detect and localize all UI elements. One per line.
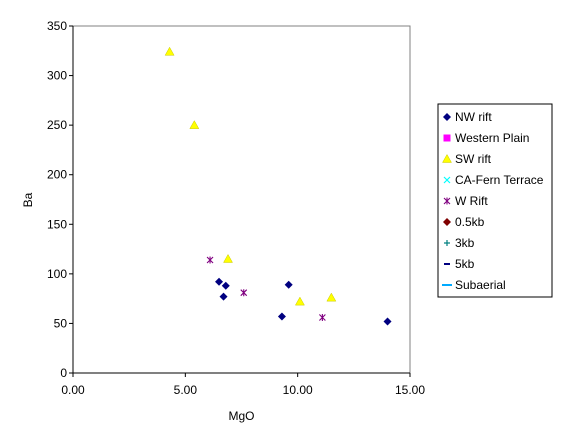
y-tick-label: 200 [47, 168, 67, 182]
legend-label: 3kb [455, 236, 475, 250]
data-points [164, 46, 392, 326]
data-point [318, 313, 326, 321]
data-point [277, 312, 286, 321]
x-axis-label: MgO [228, 409, 254, 423]
legend-box [437, 103, 553, 298]
x-tick-label: 5.00 [174, 383, 198, 397]
data-point [189, 120, 200, 129]
plot-area [72, 25, 411, 374]
x-tick-label: 15.00 [395, 383, 425, 397]
y-axis-label: Ba [21, 192, 35, 207]
legend-marker [442, 153, 452, 163]
data-point [240, 289, 248, 297]
y-axis: 0 50 100 150 200 250 300 350 [47, 19, 74, 380]
legend: NW rift Western Plain SW rift CA-Fern Terra… [437, 103, 553, 298]
legend-marker [443, 176, 451, 184]
y-tick-label: 150 [47, 217, 67, 231]
legend-label: Western Plain [455, 131, 529, 145]
data-point [206, 256, 214, 264]
data-point [164, 46, 175, 56]
x-tick-label: 0.00 [61, 383, 85, 397]
x-tick-label: 10.00 [283, 383, 313, 397]
legend-marker [443, 218, 451, 226]
legend-label: W Rift [455, 194, 488, 208]
legend-label: NW rift [455, 110, 492, 124]
data-point [223, 253, 233, 263]
legend-label: CA-Fern Terrace [455, 173, 544, 187]
data-point [326, 292, 337, 302]
legend-label: SW rift [455, 152, 492, 166]
data-point [219, 292, 228, 301]
data-point [215, 277, 224, 286]
legend-label: Subaerial [455, 278, 506, 292]
legend-label: 0.5kb [455, 215, 485, 229]
legend-marker [444, 240, 450, 246]
y-tick-label: 250 [47, 118, 67, 132]
y-tick-label: 100 [47, 267, 67, 281]
legend-label: 5kb [455, 257, 475, 271]
data-point [294, 296, 305, 306]
legend-marker [443, 197, 451, 205]
data-point [221, 281, 230, 290]
legend-marker [443, 134, 451, 142]
y-tick-label: 0 [60, 366, 67, 380]
x-axis: 0.00 5.00 10.00 15.00 [61, 372, 425, 397]
y-tick-label: 50 [54, 316, 68, 330]
data-point [284, 280, 293, 289]
data-point [383, 317, 392, 326]
y-tick-label: 300 [47, 69, 67, 83]
y-tick-label: 350 [47, 19, 67, 33]
legend-marker [443, 113, 451, 121]
